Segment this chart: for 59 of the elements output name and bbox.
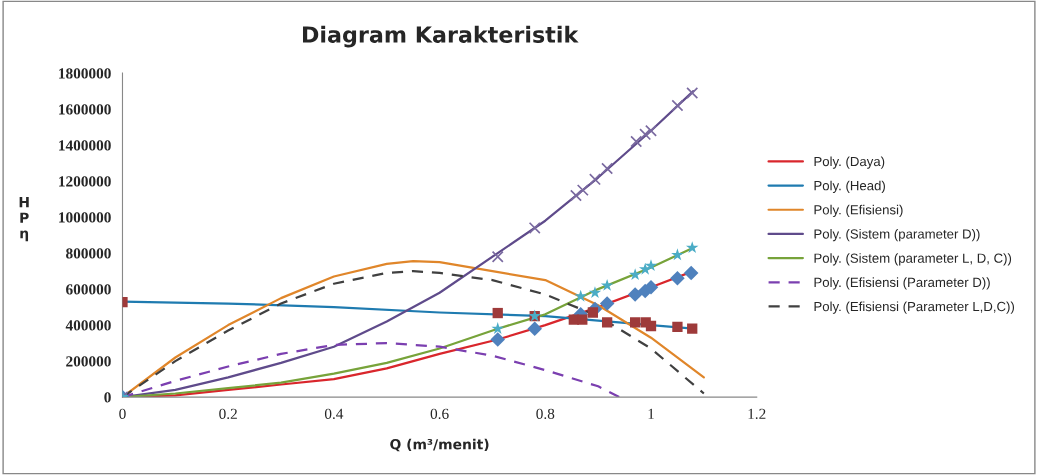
y-axis-title: H P η	[19, 197, 29, 242]
y-tick-label: 0	[104, 392, 111, 403]
point	[491, 322, 504, 335]
y-tick-label: 1000000	[59, 212, 111, 223]
point	[588, 286, 602, 299]
point	[599, 296, 615, 311]
chart-title: Diagram Karakteristik	[303, 25, 579, 48]
legend-label: Poly. (Head)	[814, 180, 885, 193]
y-tick-label: 1600000	[59, 104, 111, 115]
legend-label: Poly. (Efisiensi (Parameter L,D,C))	[814, 301, 1015, 314]
point	[490, 332, 506, 347]
y-tick-label: 200000	[66, 356, 111, 367]
y-tick-label: 600000	[66, 284, 111, 295]
point	[576, 184, 589, 197]
x-tick-label: 0	[119, 408, 126, 419]
y-tick-label: 1200000	[59, 176, 111, 187]
x-tick-label: 0.8	[536, 408, 555, 420]
point	[670, 271, 685, 286]
y-tick-label: 1800000	[59, 68, 111, 79]
point	[685, 241, 699, 254]
x-axis-title: Q (m³/menit)	[390, 438, 489, 452]
point	[686, 86, 699, 99]
point	[644, 259, 658, 272]
x-tick-label: 0.2	[219, 408, 237, 420]
point	[587, 307, 599, 318]
point	[639, 128, 652, 141]
legend-label: Poly. (Sistem (parameter L, D, C))	[814, 253, 1012, 266]
point	[683, 265, 699, 281]
point	[492, 307, 503, 319]
point	[601, 162, 614, 175]
y-tick-label: 800000	[66, 248, 111, 259]
legend-label: Poly. (Efisiensi (Parameter D))	[814, 277, 990, 290]
point	[569, 189, 582, 202]
point	[629, 317, 641, 328]
point	[574, 289, 587, 302]
point	[577, 314, 588, 325]
point	[645, 124, 657, 137]
point	[601, 317, 613, 328]
legend-label: Poly. (Daya)	[814, 156, 885, 169]
legend-label: Poly. (Efisiensi)	[814, 204, 903, 218]
x-tick-label: 1	[648, 408, 654, 419]
point	[528, 221, 541, 234]
point	[671, 99, 684, 112]
point	[588, 173, 601, 186]
point	[600, 278, 614, 291]
point	[628, 268, 642, 281]
point	[491, 250, 504, 263]
point	[687, 323, 698, 334]
point	[630, 135, 643, 148]
point	[671, 248, 684, 261]
x-tick-label: 0.6	[430, 408, 449, 420]
point	[645, 320, 657, 332]
legend-label: Poly. (Sistem (parameter D))	[814, 228, 980, 242]
y-tick-label: 400000	[65, 320, 111, 331]
point	[527, 321, 543, 336]
point	[672, 321, 683, 333]
x-tick-label: 1.2	[748, 408, 766, 420]
x-tick-label: 0.4	[324, 408, 344, 420]
y-tick-label: 1400000	[59, 140, 111, 151]
